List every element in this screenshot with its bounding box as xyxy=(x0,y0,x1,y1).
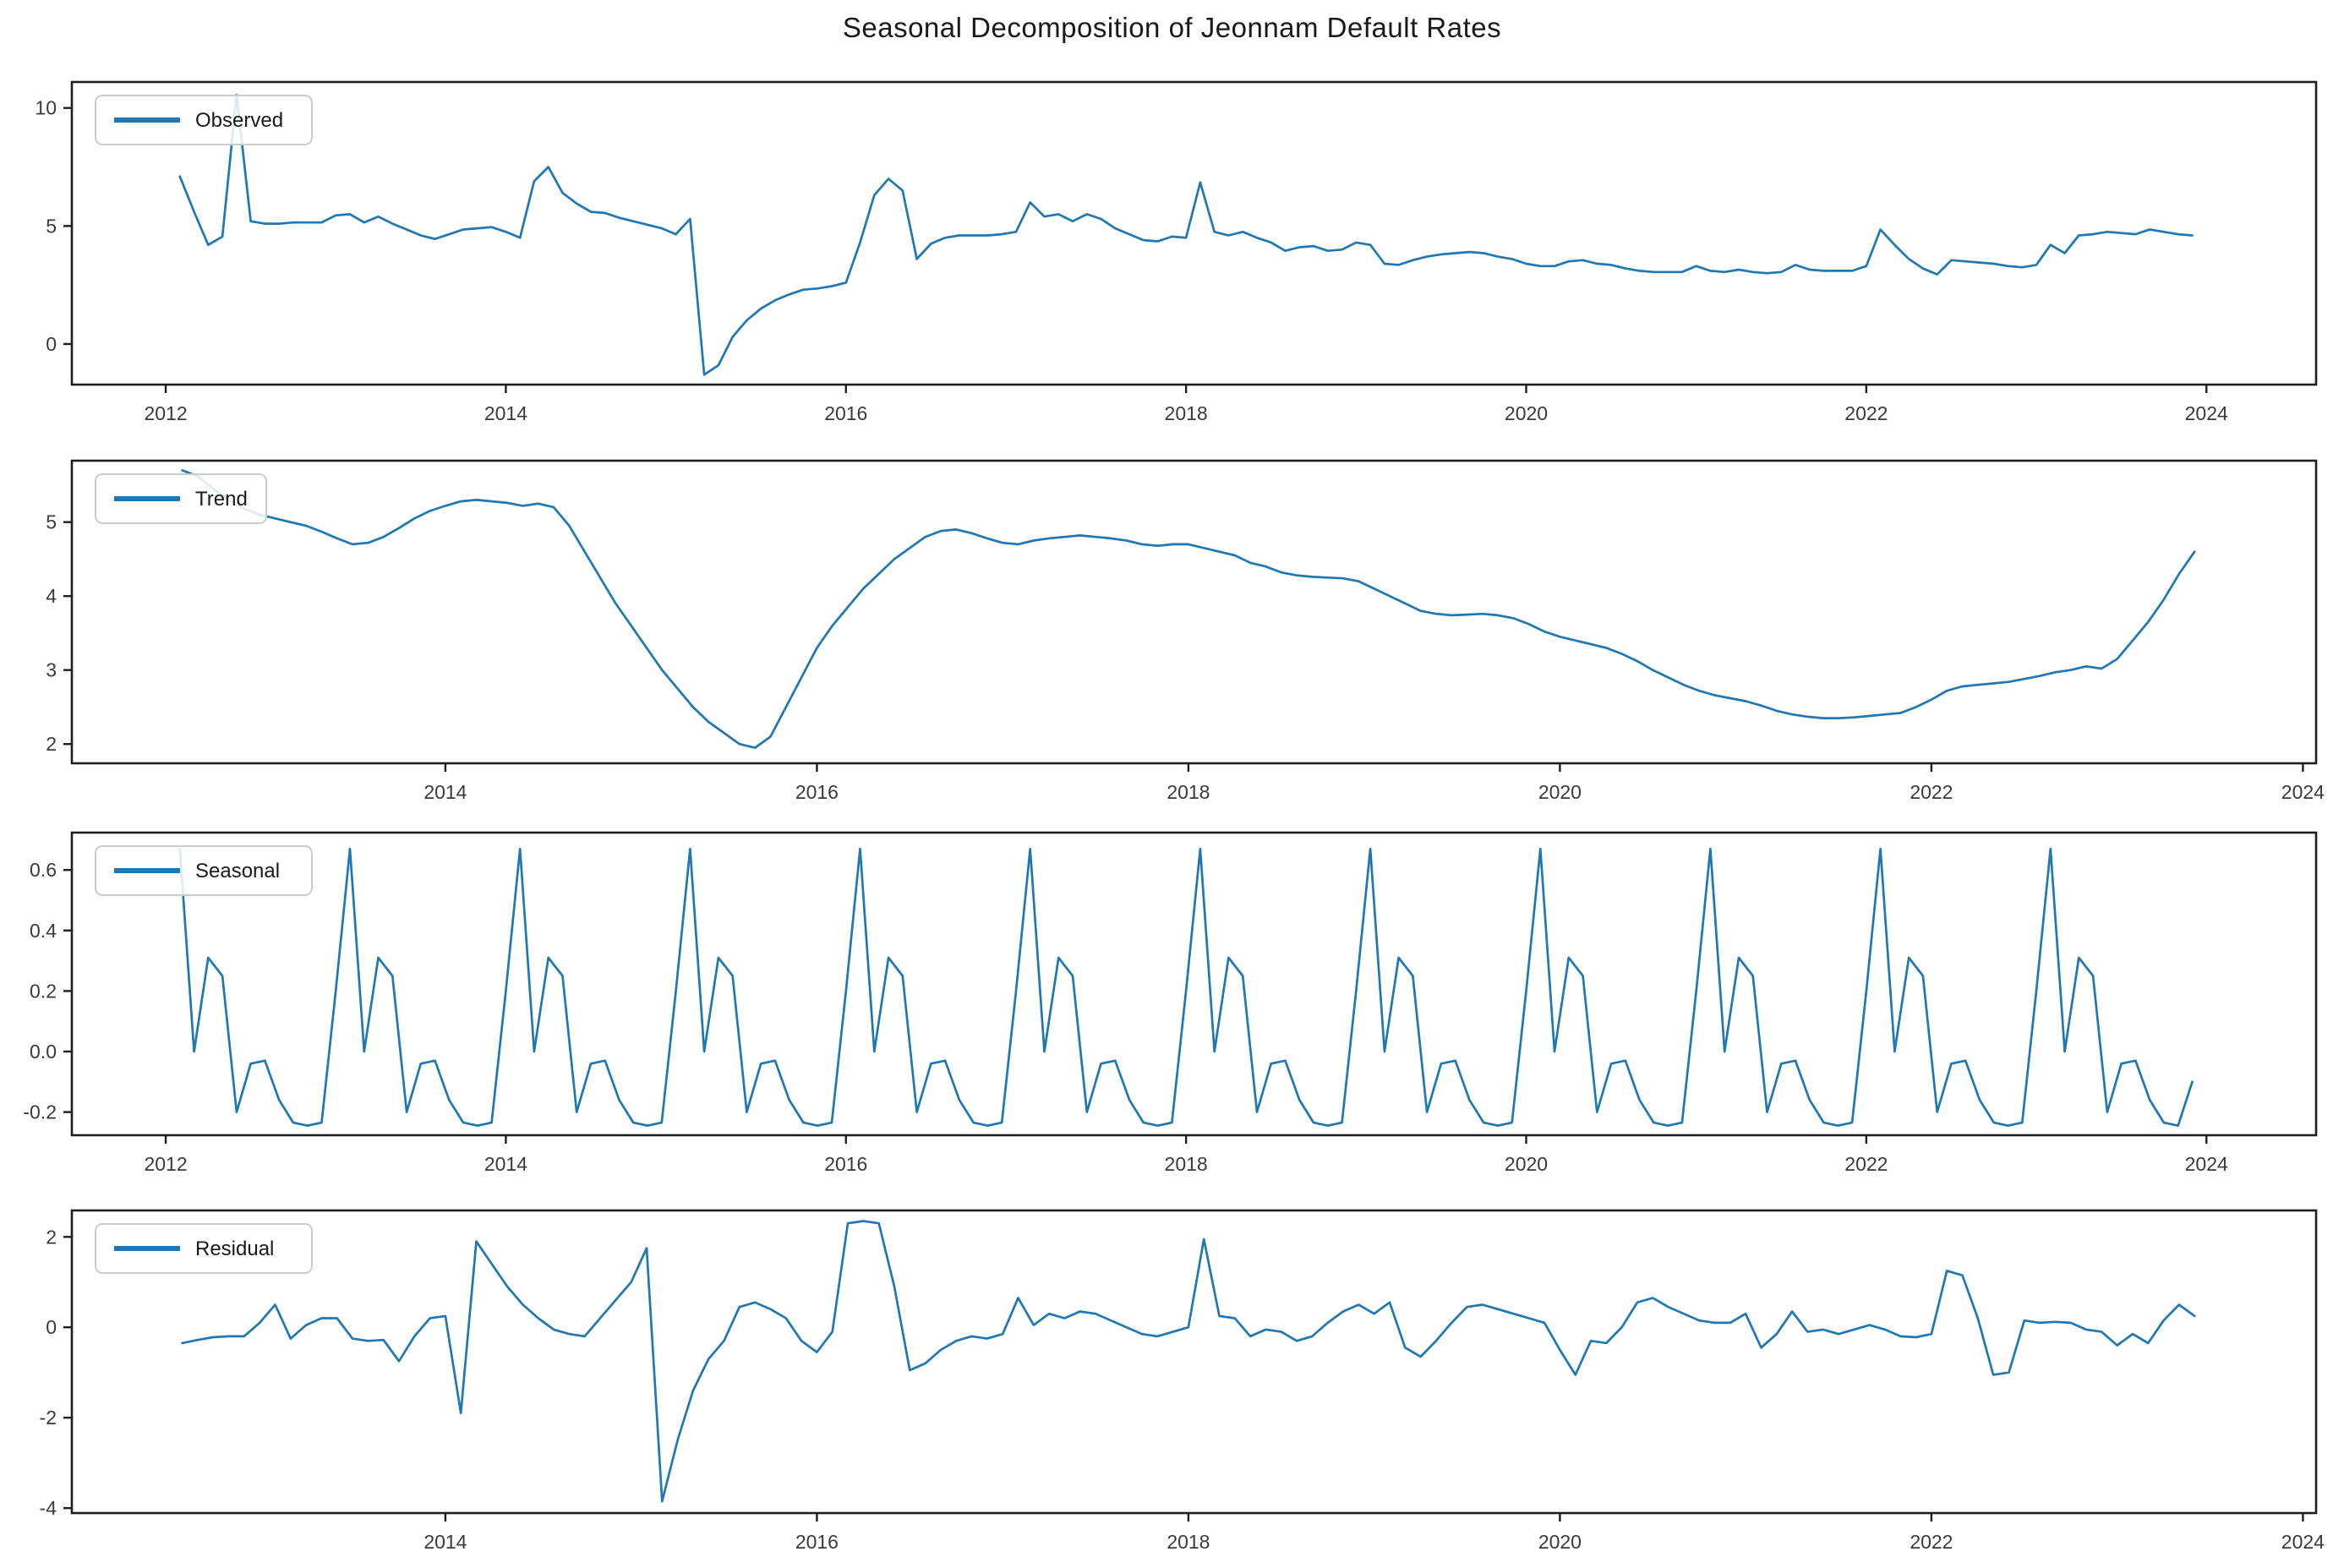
seasonal-x-tick-label: 2016 xyxy=(824,1153,867,1175)
seasonal-legend-box xyxy=(95,845,313,896)
residual-legend: Residual xyxy=(95,1223,313,1274)
trend-x-tick-label: 2016 xyxy=(795,781,839,803)
trend-y-tick-label: 2 xyxy=(46,733,57,755)
trend-series-line xyxy=(181,469,2196,749)
observed-y-tick-label: 0 xyxy=(46,333,57,355)
residual-y-tick-label: 0 xyxy=(46,1316,57,1338)
residual-x-axis-ticks: 2014 2016 2018 2020 2022 2024 xyxy=(423,1513,2325,1553)
seasonal-y-tick-label: -0.2 xyxy=(23,1101,57,1123)
observed-x-tick-label: 2016 xyxy=(824,402,867,424)
seasonal-x-tick-label: 2018 xyxy=(1165,1153,1208,1175)
trend-legend-box xyxy=(95,473,267,524)
trend-legend-label: Trend xyxy=(195,488,248,511)
trend-legend: Trend xyxy=(95,473,267,524)
observed-plot-border xyxy=(70,80,2318,386)
seasonal-x-axis-ticks: 2012 2014 2016 2018 2020 2022 2024 xyxy=(144,1135,2228,1175)
figure-title: Seasonal Decomposition of Jeonnam Defaul… xyxy=(842,12,1502,43)
panel-observed: 2012 2014 2016 2018 2020 2022 2024 0 5 10 Observed xyxy=(35,80,2318,424)
observed-y-axis-ticks: 0 5 10 xyxy=(35,97,72,355)
seasonal-y-tick-label: 0.2 xyxy=(30,980,57,1002)
observed-legend: Observed xyxy=(95,95,313,145)
residual-x-tick-label: 2014 xyxy=(423,1531,467,1553)
seasonal-y-tick-label: 0.6 xyxy=(30,859,57,881)
observed-x-tick-label: 2024 xyxy=(2185,402,2228,424)
observed-x-tick-label: 2014 xyxy=(484,402,527,424)
residual-y-tick-label: -2 xyxy=(40,1407,57,1429)
residual-legend-label: Residual xyxy=(195,1237,274,1260)
seasonal-y-axis-ticks: -0.2 0.0 0.2 0.4 0.6 xyxy=(23,859,72,1123)
panel-residual: 2014 2016 2018 2020 2022 2024 -4 -2 0 2 Residual xyxy=(40,1209,2325,1553)
residual-plot-area xyxy=(72,1210,2316,1513)
residual-legend-box xyxy=(95,1223,313,1274)
observed-x-tick-label: 2012 xyxy=(144,402,187,424)
seasonal-plot-border xyxy=(70,831,2318,1137)
seasonal-y-tick-label: 0.0 xyxy=(30,1041,57,1063)
observed-x-tick-label: 2022 xyxy=(1844,402,1888,424)
trend-y-tick-label: 5 xyxy=(46,511,57,533)
trend-y-tick-label: 3 xyxy=(46,659,57,681)
residual-plot-border xyxy=(70,1209,2318,1515)
panel-seasonal: 2012 2014 2016 2018 2020 2022 2024 -0.2 0.0 0.2 0.… xyxy=(23,831,2318,1175)
seasonal-x-tick-label: 2012 xyxy=(144,1153,187,1175)
trend-y-tick-label: 4 xyxy=(46,585,57,607)
residual-y-tick-label: 2 xyxy=(46,1226,57,1248)
observed-x-axis-ticks: 2012 2014 2016 2018 2020 2022 2024 xyxy=(144,385,2228,424)
seasonal-x-tick-label: 2014 xyxy=(484,1153,527,1175)
residual-y-axis-ticks: -4 -2 0 2 xyxy=(40,1226,72,1519)
seasonal-legend: Seasonal xyxy=(95,845,313,896)
trend-x-axis-ticks: 2014 2016 2018 2020 2022 2024 xyxy=(423,763,2325,803)
observed-y-tick-label: 10 xyxy=(35,97,57,119)
trend-y-axis-ticks: 2 3 4 5 xyxy=(46,511,72,755)
observed-x-tick-label: 2018 xyxy=(1165,402,1208,424)
seasonal-y-tick-label: 0.4 xyxy=(30,920,57,942)
seasonal-plot-area xyxy=(72,833,2316,1135)
observed-series-line xyxy=(178,94,2194,376)
seasonal-x-tick-label: 2022 xyxy=(1844,1153,1888,1175)
seasonal-x-tick-label: 2024 xyxy=(2185,1153,2228,1175)
residual-series-line xyxy=(181,1220,2196,1503)
observed-y-tick-label: 5 xyxy=(46,215,57,237)
trend-x-tick-label: 2020 xyxy=(1538,781,1582,803)
residual-x-tick-label: 2016 xyxy=(795,1531,839,1553)
residual-x-tick-label: 2020 xyxy=(1538,1531,1582,1553)
seasonal-series-line xyxy=(178,847,2194,1128)
residual-y-tick-label: -4 xyxy=(40,1497,57,1519)
residual-x-tick-label: 2018 xyxy=(1167,1531,1210,1553)
observed-x-tick-label: 2020 xyxy=(1505,402,1548,424)
trend-x-tick-label: 2014 xyxy=(423,781,467,803)
residual-x-tick-label: 2024 xyxy=(2281,1531,2325,1553)
trend-plot-border xyxy=(70,459,2318,765)
trend-plot-area xyxy=(72,461,2316,763)
observed-legend-box xyxy=(95,95,313,145)
observed-plot-area xyxy=(72,82,2316,385)
trend-x-tick-label: 2024 xyxy=(2281,781,2325,803)
trend-x-tick-label: 2022 xyxy=(1910,781,1953,803)
panel-trend: 2014 2016 2018 2020 2022 2024 2 3 4 5 Trend xyxy=(46,459,2325,803)
seasonal-x-tick-label: 2020 xyxy=(1505,1153,1548,1175)
residual-x-tick-label: 2022 xyxy=(1910,1531,1953,1553)
seasonal-legend-label: Seasonal xyxy=(195,860,280,882)
observed-legend-label: Observed xyxy=(195,109,283,132)
trend-x-tick-label: 2018 xyxy=(1167,781,1210,803)
